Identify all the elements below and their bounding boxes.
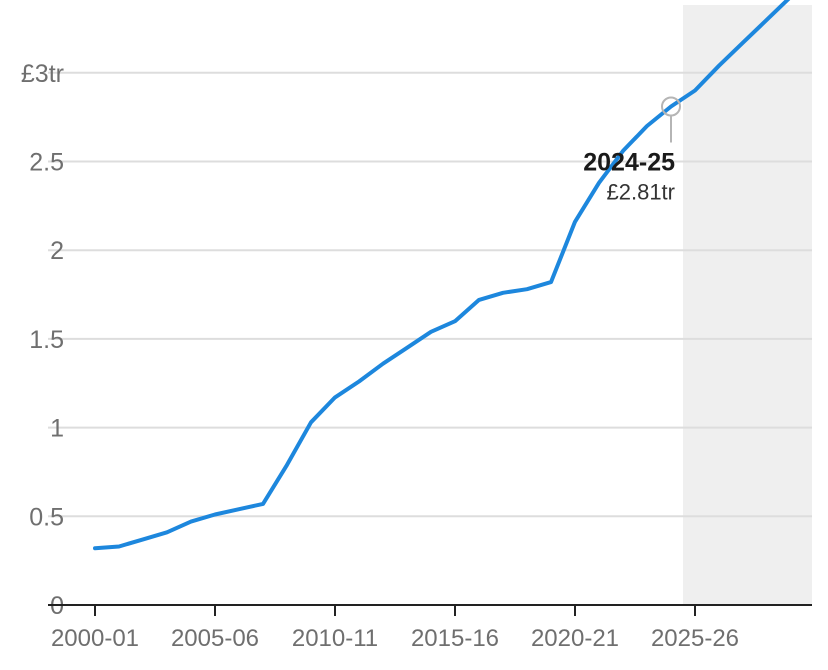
y-tick-label: 1 — [50, 415, 64, 443]
x-tick-label: 2010-11 — [292, 625, 378, 652]
annotation-title: 2024-25 — [583, 149, 675, 177]
annotation-value: £2.81tr — [607, 180, 676, 205]
series-line — [93, 0, 791, 551]
x-tick-label: 2020-21 — [531, 625, 619, 652]
x-tick-label: 2000-01 — [51, 625, 139, 652]
forecast-shaded-region — [683, 5, 812, 605]
gridlines — [48, 71, 812, 518]
x-tick-label: 2015-16 — [411, 625, 499, 652]
x-axis-ticks: 2000-01 2005-06 2010-11 2015-16 2020-21 2025-… — [51, 605, 739, 652]
y-tick-label: 2.5 — [29, 149, 64, 177]
y-axis-tick-labels: 00.511.522.5£3tr — [21, 60, 64, 620]
y-tick-label: 0.5 — [29, 503, 64, 531]
x-tick-label: 2025-26 — [651, 625, 739, 652]
x-tick-label: 2005-06 — [171, 625, 259, 652]
y-tick-label: 2 — [50, 237, 64, 265]
y-tick-label: 1.5 — [29, 326, 64, 354]
y-tick-label: £3tr — [21, 60, 64, 88]
annotation-marker — [661, 96, 681, 117]
annotation-2024-25: 2024-25 £2.81tr — [583, 96, 681, 205]
